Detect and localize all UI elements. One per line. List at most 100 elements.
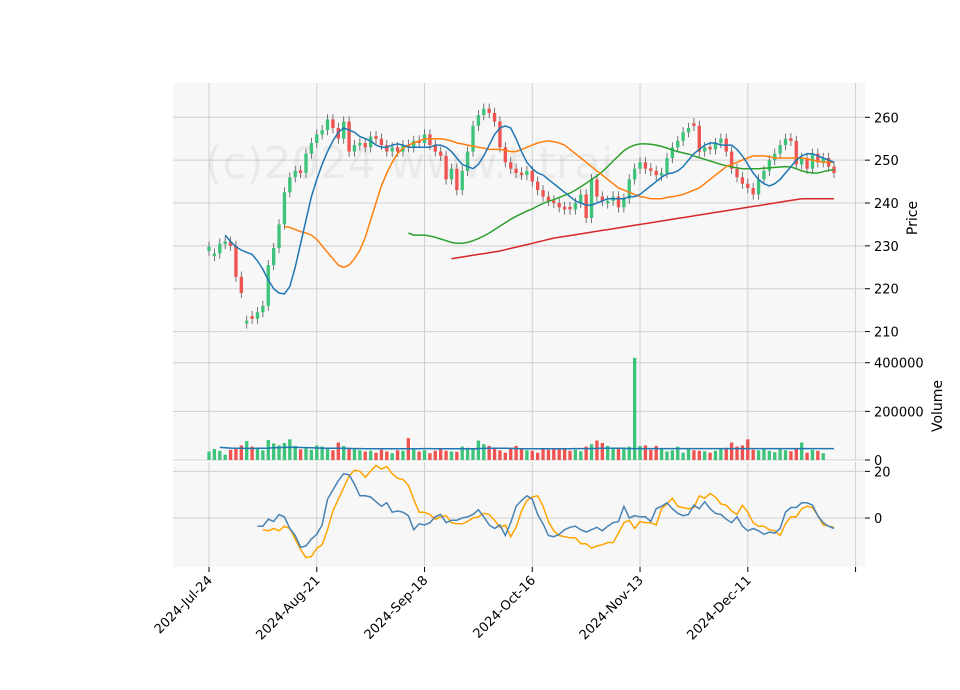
volume-axis-title: Volume	[930, 380, 946, 432]
candlesticks	[207, 103, 836, 329]
volume-bar	[541, 448, 545, 460]
volume-bar	[492, 448, 497, 460]
volume-bar	[632, 357, 637, 460]
volume-bar	[363, 451, 367, 460]
volume-bar	[708, 452, 712, 460]
candle-body	[552, 200, 556, 203]
volume-bars	[207, 357, 825, 460]
candle-body	[250, 316, 254, 319]
volume-bar	[703, 451, 707, 460]
candle-body	[498, 121, 502, 148]
volume-bar	[261, 450, 265, 460]
volume-bar	[729, 442, 734, 460]
price-axis-title: Price	[905, 201, 921, 235]
volume-bar	[557, 448, 561, 460]
volume-bar	[417, 451, 421, 460]
candle-body	[746, 183, 750, 188]
candle-body	[460, 170, 464, 191]
candle-body	[557, 203, 561, 208]
volume-bar	[789, 451, 793, 460]
volume-bar	[606, 445, 610, 460]
volume-bar	[207, 451, 211, 460]
candle-body	[261, 305, 265, 313]
candle-body	[277, 224, 281, 248]
volume-bar	[352, 449, 357, 460]
candle-body	[228, 241, 233, 246]
candle-body	[800, 158, 804, 165]
volume-bar	[449, 451, 454, 460]
volume-bar	[638, 445, 642, 460]
volume-bar	[697, 450, 701, 460]
candle-body	[358, 143, 362, 146]
volume-bar	[245, 441, 249, 460]
volume-bar	[805, 452, 809, 460]
candle-body	[595, 179, 599, 197]
candle-body	[207, 246, 211, 251]
candle-body	[735, 168, 739, 178]
volume-bar	[428, 453, 432, 460]
candle-body	[530, 170, 534, 182]
volume-bar	[266, 440, 270, 460]
candle-body	[681, 132, 685, 141]
volume-bar	[498, 450, 502, 460]
volume-bar	[315, 445, 319, 460]
volume-bar	[740, 445, 745, 460]
candle-body	[767, 160, 772, 171]
candle-body	[428, 134, 432, 146]
volume-bar	[379, 449, 384, 460]
x-tick-label: 2024-Oct-16	[471, 573, 539, 641]
oscillator-panel	[173, 462, 865, 567]
volume-bar	[622, 447, 626, 460]
candle-body	[778, 145, 782, 154]
candle-body	[293, 170, 297, 178]
price-panel	[173, 83, 865, 353]
volume-bar	[223, 454, 227, 460]
volume-bar	[783, 450, 788, 460]
volume-bar	[659, 448, 664, 460]
candle-body	[762, 170, 766, 180]
volume-bar	[482, 444, 486, 460]
volume-bar	[412, 448, 416, 460]
volume-bar	[228, 449, 233, 460]
candle-body	[525, 170, 529, 176]
volume-bar	[433, 450, 437, 460]
candle-body	[606, 200, 610, 204]
price-tick-label: 210	[874, 326, 899, 341]
candle-body	[692, 123, 696, 126]
volume-bar	[654, 445, 658, 460]
candle-body	[703, 147, 707, 152]
candle-body	[805, 158, 809, 169]
volume-panel	[173, 353, 865, 460]
volume-bar	[530, 450, 534, 460]
candle-body	[363, 143, 367, 148]
candle-body	[325, 119, 330, 131]
candle-body	[433, 145, 437, 152]
candle-body	[638, 162, 642, 169]
candle-body	[444, 155, 448, 180]
x-tick-label: 2024-Jul-24	[152, 573, 216, 637]
volume-bar	[735, 446, 739, 460]
candle-body	[756, 179, 761, 195]
candle-body	[616, 196, 621, 208]
candle-body	[751, 188, 755, 195]
price-tick-label: 220	[874, 283, 899, 298]
volume-bar	[476, 440, 481, 460]
volume-bar	[579, 451, 583, 460]
candle-body	[315, 134, 319, 143]
candle-body	[304, 153, 308, 173]
volume-bar	[649, 449, 653, 460]
x-tick-label: 2024-Nov-13	[577, 573, 647, 643]
volume-bar	[395, 450, 400, 460]
volume-bar	[422, 450, 427, 460]
volume-bar	[212, 449, 217, 460]
volume-bar	[525, 450, 529, 460]
candle-body	[810, 153, 815, 169]
volume-bar	[390, 453, 394, 460]
candle-body	[789, 138, 793, 141]
price-tick-label: 250	[874, 154, 899, 169]
volume-ma-line	[219, 446, 834, 450]
osc-tick-label: 20	[874, 465, 891, 480]
volume-bar	[821, 453, 825, 460]
volume-bar	[665, 451, 669, 460]
